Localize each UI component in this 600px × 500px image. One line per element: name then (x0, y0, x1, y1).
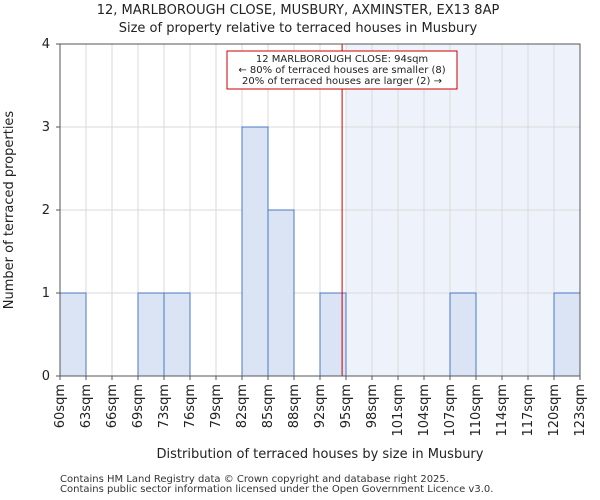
x-tick-label: 95sqm (339, 384, 354, 428)
y-tick-label: 4 (42, 37, 50, 52)
x-tick-label: 107sqm (443, 384, 458, 437)
bar-85sqm (267, 209, 295, 377)
y-tick-label: 2 (42, 203, 50, 218)
x-tick-label: 60sqm (53, 384, 68, 428)
annotation-box (226, 50, 458, 90)
x-tick-label: 66sqm (105, 384, 120, 428)
x-tick-label: 120sqm (547, 384, 562, 437)
y-tick-label: 1 (42, 286, 50, 301)
bar-107sqm (449, 292, 477, 377)
bar-69sqm (137, 292, 165, 377)
x-tick-label: 73sqm (157, 384, 172, 428)
x-tick-label: 82sqm (235, 384, 250, 428)
x-tick-label: 114sqm (495, 384, 510, 437)
x-axis-label: Distribution of terraced houses by size … (157, 447, 484, 462)
y-tick-labels: 0 1 2 3 4 (42, 37, 50, 384)
footer-attribution-2: Contains public sector information licen… (60, 484, 494, 495)
annotation-line-3: 20% of terraced houses are larger (2) → (242, 76, 442, 87)
x-tick-label: 101sqm (391, 384, 406, 437)
x-tick-label: 123sqm (573, 384, 588, 437)
footer-attribution-1: Contains HM Land Registry data © Crown c… (60, 474, 449, 485)
bars (59, 126, 581, 377)
x-tick-label: 63sqm (79, 384, 94, 428)
x-tick-label: 76sqm (183, 384, 198, 428)
x-tick-label: 92sqm (313, 384, 328, 428)
x-tick-label: 85sqm (261, 384, 276, 428)
bar-73sqm (163, 292, 191, 377)
x-tick-label: 98sqm (365, 384, 380, 428)
y-tick-label: 0 (42, 369, 50, 384)
marker-annotation: 12 MARLBOROUGH CLOSE: 94sqm ← 80% of ter… (226, 50, 458, 90)
x-tick-labels: 60sqm 63sqm 66sqm 69sqm 73sqm 76sqm 79sqm 82sqm… (53, 384, 588, 437)
bar-120sqm (553, 292, 581, 377)
y-tick-label: 3 (42, 120, 50, 135)
y-axis-label: Number of terraced properties (2, 111, 17, 310)
chart-title: 12, MARLBOROUGH CLOSE, MUSBURY, AXMINSTE… (97, 3, 500, 18)
x-tick-label: 110sqm (469, 384, 484, 437)
bar-60sqm (59, 292, 87, 377)
annotation-line-2: ← 80% of terraced houses are smaller (8) (238, 65, 445, 76)
x-tick-label: 104sqm (417, 384, 432, 437)
axes (56, 43, 581, 380)
bar-82sqm (241, 126, 269, 377)
x-tick-label: 69sqm (131, 384, 146, 428)
x-tick-label: 117sqm (521, 384, 536, 437)
x-tick-label: 88sqm (287, 384, 302, 428)
x-tick-label: 79sqm (209, 384, 224, 428)
annotation-line-1: 12 MARLBOROUGH CLOSE: 94sqm (256, 54, 428, 65)
chart-subtitle: Size of property relative to terraced ho… (119, 21, 478, 36)
